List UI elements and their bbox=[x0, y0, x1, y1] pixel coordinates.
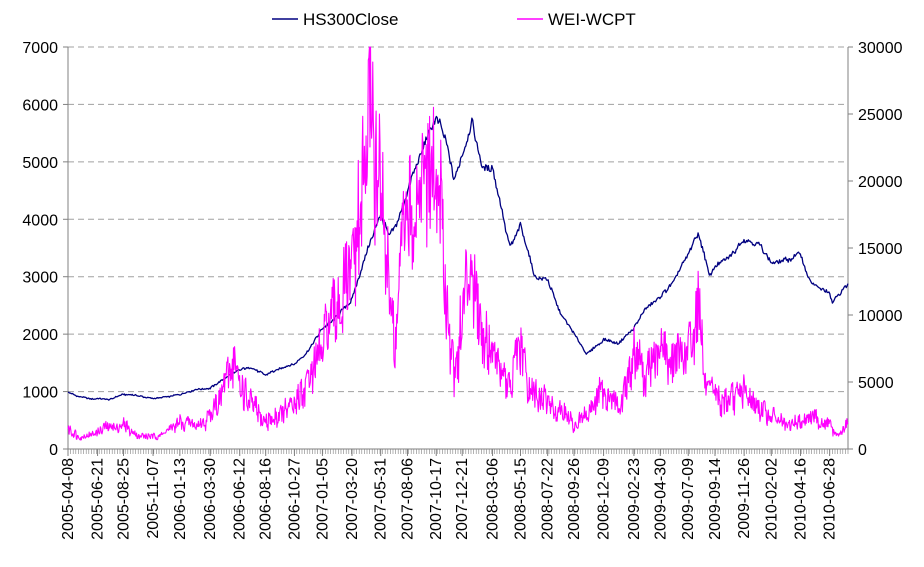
series-line-HS300Close bbox=[67, 115, 849, 401]
x-tick-label: 2005-06-21 bbox=[90, 458, 107, 540]
left-tick-label: 5000 bbox=[22, 155, 58, 172]
x-tick-label: 2008-12-09 bbox=[596, 458, 613, 540]
x-tick-label: 2008-03-06 bbox=[485, 458, 502, 540]
x-tick-label: 2006-10-27 bbox=[286, 458, 303, 540]
series-line-WEI-WCPT bbox=[67, 46, 849, 441]
x-tick-label: 2009-04-30 bbox=[652, 458, 669, 540]
x-tick-label: 2008-07-22 bbox=[540, 458, 557, 540]
left-tick-label: 6000 bbox=[22, 97, 58, 114]
legend-label: HS300Close bbox=[303, 10, 398, 29]
right-tick-label: 25000 bbox=[858, 107, 903, 124]
left-tick-label: 3000 bbox=[22, 270, 58, 287]
right-tick-label: 5000 bbox=[858, 375, 894, 392]
x-minor-tick-marks bbox=[67, 449, 849, 454]
x-tick-label: 2005-08-25 bbox=[116, 458, 133, 540]
x-tick-label: 2009-02-23 bbox=[626, 458, 643, 540]
x-tick-label: 2010-02-02 bbox=[763, 458, 780, 540]
x-tick-label: 2009-09-14 bbox=[707, 458, 724, 540]
right-tick-label: 30000 bbox=[858, 40, 903, 57]
right-tick-label: 10000 bbox=[858, 308, 903, 325]
x-tick-label: 2006-06-12 bbox=[232, 458, 249, 540]
x-tick-label: 2007-08-06 bbox=[399, 458, 416, 540]
x-tick-label: 2007-12-21 bbox=[454, 458, 471, 540]
legend: HS300Close WEI-WCPT bbox=[272, 10, 636, 29]
x-tick-label: 2008-05-15 bbox=[513, 458, 530, 540]
legend-label: WEI-WCPT bbox=[548, 10, 636, 29]
right-tick-label: 15000 bbox=[858, 241, 903, 258]
grid-lines bbox=[68, 46, 848, 393]
axes: 0 1000 2000 3000 4000 5000 6000 7000 0 5000 10000 1… bbox=[22, 40, 902, 540]
x-tick-label: 2007-10-17 bbox=[428, 458, 445, 540]
x-tick-label: 2005-11-07 bbox=[145, 458, 162, 539]
left-tick-label: 7000 bbox=[22, 40, 58, 57]
x-tick-label: 2006-03-30 bbox=[202, 458, 219, 540]
right-tick-label: 20000 bbox=[858, 174, 903, 191]
x-tick-label: 2007-01-05 bbox=[314, 458, 331, 540]
x-tick-label: 2005-04-08 bbox=[60, 458, 77, 540]
x-tick-label: 2009-11-26 bbox=[736, 458, 753, 539]
x-tick-label: 2007-05-31 bbox=[373, 458, 390, 540]
x-tick-label: 2006-01-13 bbox=[172, 458, 189, 540]
left-tick-label: 2000 bbox=[22, 327, 58, 344]
series-lines bbox=[67, 46, 849, 441]
left-tick-label: 1000 bbox=[22, 385, 58, 402]
x-minor-ticks bbox=[67, 449, 849, 454]
left-tick-label: 0 bbox=[49, 442, 58, 459]
x-tick-label: 2006-08-16 bbox=[258, 458, 275, 540]
right-tick-label: 0 bbox=[858, 442, 867, 459]
x-tick-label: 2010-04-16 bbox=[792, 458, 809, 540]
x-tick-label: 2007-03-20 bbox=[344, 458, 361, 540]
left-tick-label: 4000 bbox=[22, 212, 58, 229]
x-tick-label: 2009-07-09 bbox=[680, 458, 697, 540]
x-tick-label: 2010-06-28 bbox=[822, 458, 839, 540]
x-tick-label: 2008-09-26 bbox=[566, 458, 583, 540]
